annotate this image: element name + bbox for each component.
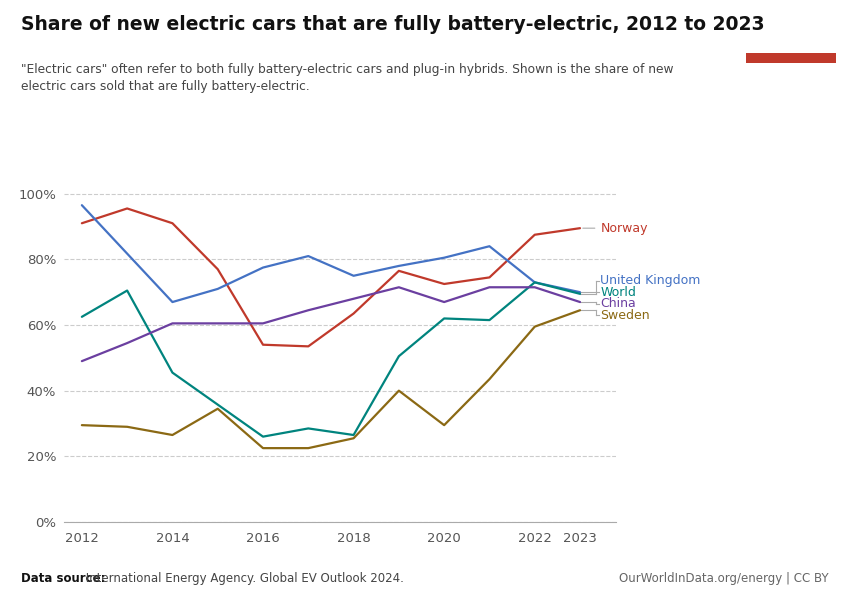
Text: OurWorldInData.org/energy | CC BY: OurWorldInData.org/energy | CC BY (619, 572, 829, 585)
Text: United Kingdom: United Kingdom (600, 274, 700, 287)
Text: Share of new electric cars that are fully battery-electric, 2012 to 2023: Share of new electric cars that are full… (21, 15, 765, 34)
Bar (746, 53, 836, 63)
Text: "Electric cars" often refer to both fully battery-electric cars and plug-in hybr: "Electric cars" often refer to both full… (21, 63, 674, 93)
Text: Norway: Norway (583, 221, 648, 235)
Text: Our World: Our World (757, 19, 824, 31)
Text: China: China (600, 297, 636, 310)
Text: Data source:: Data source: (21, 572, 105, 585)
Text: in Data: in Data (767, 35, 815, 49)
Text: Sweden: Sweden (600, 308, 650, 322)
Text: World: World (600, 286, 637, 299)
Text: International Energy Agency. Global EV Outlook 2024.: International Energy Agency. Global EV O… (82, 572, 405, 585)
